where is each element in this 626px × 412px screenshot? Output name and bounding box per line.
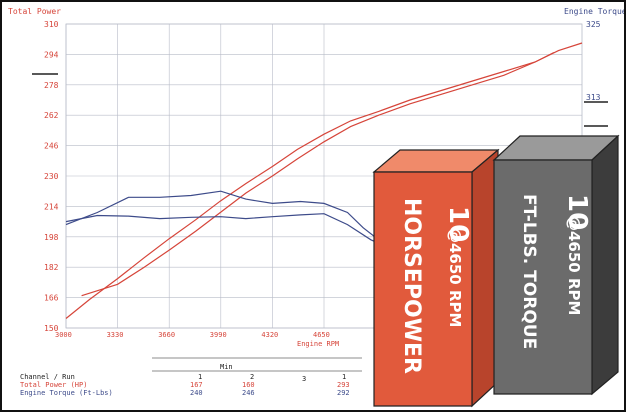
x-tick-label: 3000 <box>55 331 72 339</box>
x-tick-label: 3990 <box>210 331 227 339</box>
y-left-tick-label: 198 <box>44 233 59 242</box>
legend-min-header: Min <box>220 363 233 371</box>
legend-row-channel: Channel / Run <box>20 373 75 381</box>
legend-run-3: 3 <box>302 375 306 383</box>
tq-box-number: 10 <box>562 194 592 230</box>
legend-table: Min Channel / Run Total Power (HP) Engin… <box>20 357 402 397</box>
legend-power-2: 160 <box>242 381 255 389</box>
legend-row-power: Total Power (HP) <box>20 381 87 389</box>
y-left-tick-label: 278 <box>44 81 59 90</box>
legend-torque-3: 292 <box>337 389 350 397</box>
legend-run-4: 1 <box>342 373 346 381</box>
legend-power-1: 167 <box>190 381 203 389</box>
series-line-torque-3 <box>65 213 411 252</box>
series-line-power-0 <box>65 42 583 319</box>
x-tick-label: 4320 <box>261 331 278 339</box>
legend-torque-2: 246 <box>242 389 255 397</box>
grid <box>65 23 583 329</box>
series-line-power-1 <box>81 51 555 297</box>
hp-box-rpm: @4650 RPM <box>446 228 464 327</box>
y-right-tick-label: 313 <box>586 93 601 102</box>
y-left-tick-label: 294 <box>44 50 59 59</box>
y-left-tick-label: 310 <box>44 20 59 29</box>
y-left-tick-label: 246 <box>44 142 59 151</box>
y-left-tick-label: 214 <box>44 202 59 211</box>
hp-box-front <box>373 171 473 407</box>
y-left-tick-label: 166 <box>44 294 59 303</box>
y-left-tick-label: 150 <box>44 324 59 333</box>
hp-box-number: 10 <box>443 206 473 242</box>
right-axis-title: Engine Torque <box>564 7 624 16</box>
hp-box-label: HORSEPOWER <box>399 198 424 374</box>
y-left-tick-label: 230 <box>44 172 59 181</box>
y-left-tick-label: 182 <box>44 263 59 272</box>
tq-box-front <box>493 159 593 395</box>
torque-callout-box: 10 @4650 RPM FT-LBS. TORQUE <box>492 134 620 396</box>
tq-box-rpm: @4650 RPM <box>565 216 583 315</box>
tq-box-label: FT-LBS. TORQUE <box>519 194 539 349</box>
x-ticks: 3000 3330 3660 3990 4320 4650 <box>55 331 330 339</box>
left-axis-title: Total Power <box>8 7 61 16</box>
horsepower-callout-box: 10 @4650 RPM HORSEPOWER <box>372 148 500 408</box>
legend-power-3: 293 <box>337 381 350 389</box>
x-tick-label: 4650 <box>313 331 330 339</box>
y-left-ticks: 150 166 182 198 214 230 246 262 278 294 310 <box>44 20 59 333</box>
x-tick-label: 3660 <box>158 331 175 339</box>
tq-box-side <box>591 134 619 396</box>
y-right-tick-label: 325 <box>586 20 601 29</box>
legend-run-2: 2 <box>250 373 254 381</box>
legend-torque-1: 240 <box>190 389 203 397</box>
legend-run-1: 1 <box>198 373 202 381</box>
x-axis-title: Engine RPM <box>297 340 339 348</box>
legend-row-torque: Engine Torque (Ft-Lbs) <box>20 389 113 397</box>
y-left-tick-label: 262 <box>44 111 59 120</box>
x-tick-label: 3330 <box>107 331 124 339</box>
